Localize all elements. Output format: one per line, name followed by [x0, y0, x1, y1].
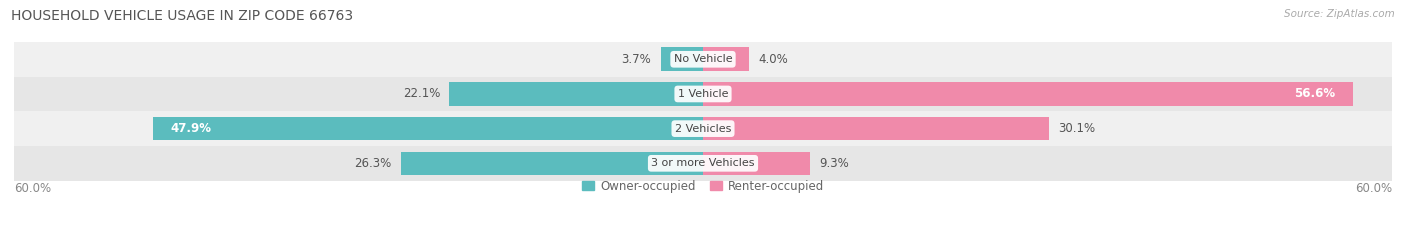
Text: No Vehicle: No Vehicle [673, 54, 733, 64]
Bar [661, 48, 703, 71]
Bar [14, 77, 1392, 111]
Bar [703, 48, 749, 71]
Bar [14, 146, 1392, 181]
Bar [14, 111, 1392, 146]
Bar [450, 82, 703, 106]
Text: 60.0%: 60.0% [1355, 182, 1392, 195]
Text: HOUSEHOLD VEHICLE USAGE IN ZIP CODE 66763: HOUSEHOLD VEHICLE USAGE IN ZIP CODE 6676… [11, 9, 353, 23]
Text: 1 Vehicle: 1 Vehicle [678, 89, 728, 99]
Text: 3.7%: 3.7% [621, 53, 651, 66]
Text: 56.6%: 56.6% [1295, 87, 1336, 100]
Text: 47.9%: 47.9% [170, 122, 211, 135]
Text: 2 Vehicles: 2 Vehicles [675, 124, 731, 134]
Bar [703, 151, 810, 175]
Text: 3 or more Vehicles: 3 or more Vehicles [651, 158, 755, 168]
Bar [703, 82, 1353, 106]
Text: 30.1%: 30.1% [1057, 122, 1095, 135]
Text: 22.1%: 22.1% [402, 87, 440, 100]
Text: 9.3%: 9.3% [818, 157, 849, 170]
Text: 60.0%: 60.0% [14, 182, 51, 195]
Bar [153, 117, 703, 140]
Bar [703, 117, 1049, 140]
Legend: Owner-occupied, Renter-occupied: Owner-occupied, Renter-occupied [582, 180, 824, 193]
Text: 26.3%: 26.3% [354, 157, 392, 170]
Text: 4.0%: 4.0% [758, 53, 787, 66]
Text: Source: ZipAtlas.com: Source: ZipAtlas.com [1284, 9, 1395, 19]
Bar [14, 42, 1392, 77]
Bar [401, 151, 703, 175]
